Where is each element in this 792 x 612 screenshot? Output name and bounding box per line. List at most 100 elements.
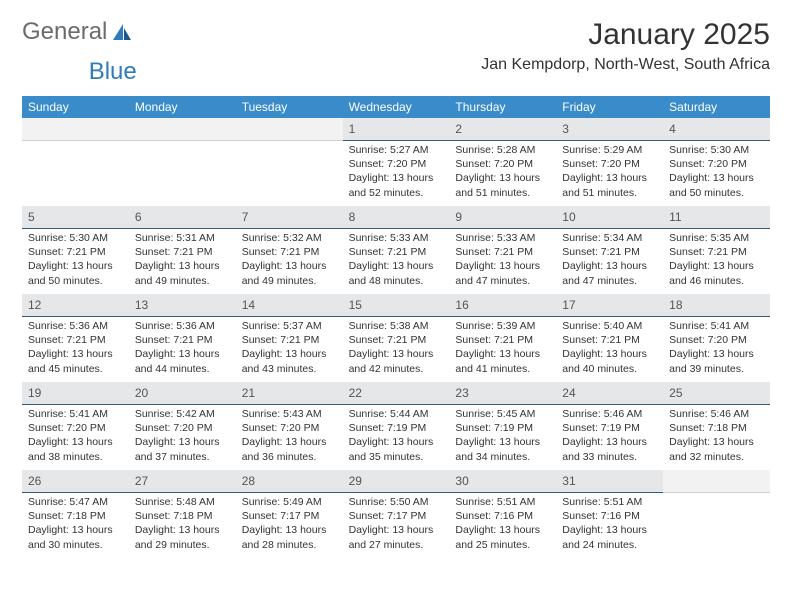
day-cell: 1Sunrise: 5:27 AMSunset: 7:20 PMDaylight… — [343, 118, 450, 206]
sunrise-text: Sunrise: 5:51 AM — [455, 495, 550, 509]
day-number: 14 — [242, 298, 255, 312]
day-number: 28 — [242, 474, 255, 488]
day-number-row: 29 — [343, 470, 450, 493]
day-cell: 7Sunrise: 5:32 AMSunset: 7:21 PMDaylight… — [236, 206, 343, 294]
sunset-text: Sunset: 7:16 PM — [455, 509, 550, 523]
day-body: Sunrise: 5:29 AMSunset: 7:20 PMDaylight:… — [556, 141, 663, 204]
sunset-text: Sunset: 7:21 PM — [455, 333, 550, 347]
day-number-row: 21 — [236, 382, 343, 405]
calendar-page: General January 2025 Jan Kempdorp, North… — [0, 0, 792, 576]
day-cell: 30Sunrise: 5:51 AMSunset: 7:16 PMDayligh… — [449, 470, 556, 558]
day-body: Sunrise: 5:32 AMSunset: 7:21 PMDaylight:… — [236, 229, 343, 292]
day-number-row: 10 — [556, 206, 663, 229]
day-number: 31 — [562, 474, 575, 488]
daylight-text: Daylight: 13 hours and 37 minutes. — [135, 435, 230, 463]
daylight-text: Daylight: 13 hours and 28 minutes. — [242, 523, 337, 551]
day-number-row: 26 — [22, 470, 129, 493]
day-body: Sunrise: 5:41 AMSunset: 7:20 PMDaylight:… — [663, 317, 770, 380]
brand-logo: General — [22, 18, 133, 46]
day-number: 24 — [562, 386, 575, 400]
sunrise-text: Sunrise: 5:44 AM — [349, 407, 444, 421]
day-number: 23 — [455, 386, 468, 400]
daylight-text: Daylight: 13 hours and 32 minutes. — [669, 435, 764, 463]
day-number-row: 11 — [663, 206, 770, 229]
sunset-text: Sunset: 7:18 PM — [135, 509, 230, 523]
day-number-row: 18 — [663, 294, 770, 317]
day-body: Sunrise: 5:43 AMSunset: 7:20 PMDaylight:… — [236, 405, 343, 468]
sunrise-text: Sunrise: 5:27 AM — [349, 143, 444, 157]
sunset-text: Sunset: 7:20 PM — [242, 421, 337, 435]
sunrise-text: Sunrise: 5:36 AM — [135, 319, 230, 333]
dow-thursday: Thursday — [449, 96, 556, 118]
sunrise-text: Sunrise: 5:34 AM — [562, 231, 657, 245]
day-number: 17 — [562, 298, 575, 312]
daylight-text: Daylight: 13 hours and 34 minutes. — [455, 435, 550, 463]
day-cell: 6Sunrise: 5:31 AMSunset: 7:21 PMDaylight… — [129, 206, 236, 294]
day-cell — [129, 118, 236, 206]
week-row: 1Sunrise: 5:27 AMSunset: 7:20 PMDaylight… — [22, 118, 770, 206]
daylight-text: Daylight: 13 hours and 51 minutes. — [562, 171, 657, 199]
sunset-text: Sunset: 7:18 PM — [669, 421, 764, 435]
day-number-row: 5 — [22, 206, 129, 229]
day-number: 25 — [669, 386, 682, 400]
sunset-text: Sunset: 7:20 PM — [455, 157, 550, 171]
day-number: 19 — [28, 386, 41, 400]
day-cell: 17Sunrise: 5:40 AMSunset: 7:21 PMDayligh… — [556, 294, 663, 382]
sunset-text: Sunset: 7:17 PM — [242, 509, 337, 523]
day-body: Sunrise: 5:46 AMSunset: 7:19 PMDaylight:… — [556, 405, 663, 468]
day-number: 8 — [349, 210, 356, 224]
sunset-text: Sunset: 7:16 PM — [562, 509, 657, 523]
day-cell: 3Sunrise: 5:29 AMSunset: 7:20 PMDaylight… — [556, 118, 663, 206]
day-number: 1 — [349, 122, 356, 136]
sunrise-text: Sunrise: 5:48 AM — [135, 495, 230, 509]
day-cell: 23Sunrise: 5:45 AMSunset: 7:19 PMDayligh… — [449, 382, 556, 470]
sunrise-text: Sunrise: 5:35 AM — [669, 231, 764, 245]
sunset-text: Sunset: 7:20 PM — [669, 333, 764, 347]
day-number: 4 — [669, 122, 676, 136]
day-cell — [22, 118, 129, 206]
day-cell: 14 Sunrise: 5:37 AMSunset: 7:21 PMDayligh… — [236, 294, 343, 382]
day-body: Sunrise: 5:48 AMSunset: 7:18 PMDaylight:… — [129, 493, 236, 556]
sunrise-text: Sunrise: 5:33 AM — [349, 231, 444, 245]
sunset-text: Sunset: 7:21 PM — [28, 245, 123, 259]
dow-saturday: Saturday — [663, 96, 770, 118]
sunset-text: Sunset: 7:17 PM — [349, 509, 444, 523]
day-cell: 25 Sunrise: 5:46 AMSunset: 7:18 PMDayligh… — [663, 382, 770, 470]
sunset-text: Sunset: 7:20 PM — [562, 157, 657, 171]
calendar: Sunday Monday Tuesday Wednesday Thursday… — [22, 96, 770, 558]
week-row: 19Sunrise: 5:41 AMSunset: 7:20 PMDayligh… — [22, 382, 770, 470]
sunset-text: Sunset: 7:21 PM — [28, 333, 123, 347]
daylight-text: Daylight: 13 hours and 35 minutes. — [349, 435, 444, 463]
day-cell: 12Sunrise: 5:36 AMSunset: 7:21 PMDayligh… — [22, 294, 129, 382]
brand-sail-icon — [111, 22, 133, 42]
sunrise-text: Sunrise: 5:32 AM — [242, 231, 337, 245]
sunset-text: Sunset: 7:20 PM — [135, 421, 230, 435]
daylight-text: Daylight: 13 hours and 45 minutes. — [28, 347, 123, 375]
day-cell: 24 Sunrise: 5:46 AMSunset: 7:19 PMDayligh… — [556, 382, 663, 470]
day-number-row: 8 — [343, 206, 450, 229]
page-title: January 2025 — [481, 18, 770, 52]
daylight-text: Daylight: 13 hours and 24 minutes. — [562, 523, 657, 551]
day-cell: 27Sunrise: 5:48 AMSunset: 7:18 PMDayligh… — [129, 470, 236, 558]
day-body: Sunrise: 5:31 AMSunset: 7:21 PMDaylight:… — [129, 229, 236, 292]
day-body: Sunrise: 5:46 AMSunset: 7:18 PMDaylight:… — [663, 405, 770, 468]
sunrise-text: Sunrise: 5:33 AM — [455, 231, 550, 245]
sunrise-text: Sunrise: 5:30 AM — [28, 231, 123, 245]
sunset-text: Sunset: 7:21 PM — [135, 245, 230, 259]
brand-text-1: General — [22, 18, 107, 46]
day-body: Sunrise: 5:33 AMSunset: 7:21 PMDaylight:… — [449, 229, 556, 292]
sunset-text: Sunset: 7:20 PM — [28, 421, 123, 435]
day-body: Sunrise: 5:39 AMSunset: 7:21 PMDaylight:… — [449, 317, 556, 380]
day-number: 13 — [135, 298, 148, 312]
daylight-text: Daylight: 13 hours and 41 minutes. — [455, 347, 550, 375]
day-number-row — [22, 118, 129, 141]
sunset-text: Sunset: 7:19 PM — [349, 421, 444, 435]
day-number-row: 17 — [556, 294, 663, 317]
day-number-row: 13 — [129, 294, 236, 317]
day-number: 15 — [349, 298, 362, 312]
day-number-row — [236, 118, 343, 141]
day-number-row: 16 — [449, 294, 556, 317]
daylight-text: Daylight: 13 hours and 44 minutes. — [135, 347, 230, 375]
day-body: Sunrise: 5:37 AMSunset: 7:21 PMDaylight:… — [236, 317, 343, 380]
brand-text-2: Blue — [89, 58, 137, 86]
